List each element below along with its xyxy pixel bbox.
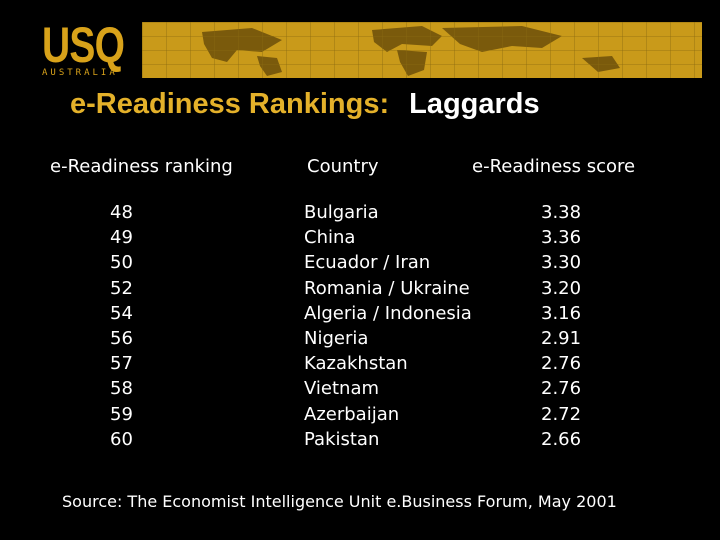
score-cell: 2.66 — [541, 428, 582, 450]
country-cell: Ecuador / Iran — [304, 252, 431, 274]
rank-cell: 56 — [110, 327, 133, 349]
rank-cell: 60 — [110, 428, 133, 450]
score-cell: 2.76 — [541, 378, 582, 400]
country-cell: China — [304, 227, 356, 249]
country-cell: Algeria / Indonesia — [304, 302, 472, 324]
score-cell: 3.30 — [541, 252, 582, 274]
rank-cell: 54 — [110, 302, 133, 324]
score-column: 3.38 3.36 3.30 3.20 3.16 2.91 2.76 2.76 … — [541, 202, 581, 454]
score-cell: 2.72 — [541, 403, 582, 425]
country-cell: Romania / Ukraine — [304, 277, 470, 299]
header-banner: USQ AUSTRALIA — [38, 17, 702, 80]
country-cell: Kazakhstan — [304, 353, 408, 375]
score-cell: 3.16 — [541, 302, 582, 324]
header-country: Country — [307, 156, 379, 177]
usq-logo: USQ AUSTRALIA — [38, 17, 143, 80]
rank-cell: 52 — [110, 277, 133, 299]
score-cell: 3.36 — [541, 227, 582, 249]
country-cell: Azerbaijan — [304, 403, 400, 425]
title-emphasis: Laggards — [409, 88, 540, 120]
score-cell: 2.76 — [541, 353, 582, 375]
country-cell: Nigeria — [304, 327, 369, 349]
world-map-banner — [142, 22, 702, 78]
rank-column: 48 49 50 52 54 56 57 58 59 60 — [110, 202, 133, 454]
score-cell: 3.38 — [541, 202, 582, 223]
header-score: e-Readiness score — [472, 156, 636, 177]
slide-title: e-Readiness Rankings: Laggards — [70, 88, 540, 121]
rank-cell: 57 — [110, 353, 133, 375]
title-main: e-Readiness Rankings: — [70, 88, 390, 120]
logo-sub-text: AUSTRALIA — [42, 68, 118, 78]
score-cell: 2.91 — [541, 327, 582, 349]
rank-cell: 59 — [110, 403, 133, 425]
rank-cell: 48 — [110, 202, 133, 223]
country-cell: Vietnam — [304, 378, 380, 400]
source-citation: Source: The Economist Intelligence Unit … — [62, 492, 617, 511]
rank-cell: 58 — [110, 378, 133, 400]
country-column: Bulgaria China Ecuador / Iran Romania / … — [304, 202, 472, 454]
score-cell: 3.20 — [541, 277, 582, 299]
rank-cell: 50 — [110, 252, 133, 274]
header-rank: e-Readiness ranking — [50, 156, 233, 177]
country-cell: Pakistan — [304, 428, 380, 450]
logo-main-text: USQ — [42, 17, 125, 73]
country-cell: Bulgaria — [304, 202, 379, 223]
rank-cell: 49 — [110, 227, 133, 249]
